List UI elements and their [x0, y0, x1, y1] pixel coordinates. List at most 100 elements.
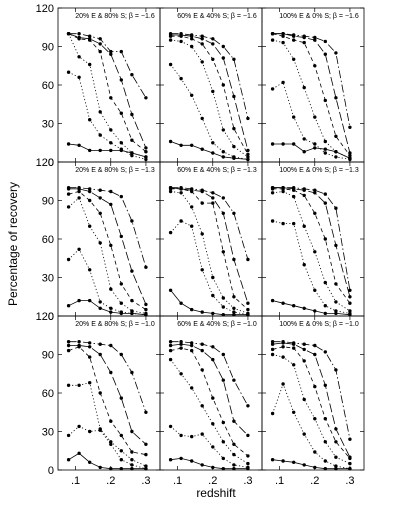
panel-title: 20% E & 80% S; β = −1.0	[75, 321, 155, 328]
data-point	[168, 38, 173, 42]
data-point	[179, 219, 183, 223]
series-line	[170, 35, 249, 155]
data-point	[221, 313, 225, 317]
series-line	[68, 248, 146, 316]
data-point	[348, 125, 352, 129]
data-point	[246, 454, 250, 458]
data-point	[211, 196, 215, 200]
data-point	[313, 191, 317, 195]
data-point	[119, 433, 124, 438]
data-point	[348, 288, 352, 292]
data-point	[221, 420, 225, 425]
data-point	[302, 359, 306, 363]
data-point	[130, 298, 134, 303]
data-point	[246, 433, 250, 438]
series-line	[272, 188, 351, 304]
data-point	[144, 150, 148, 154]
panel-frame	[159, 161, 263, 317]
data-point	[348, 156, 352, 160]
data-point	[281, 142, 285, 146]
series-line	[68, 33, 147, 153]
data-point	[130, 370, 134, 375]
data-point	[334, 455, 338, 459]
series-line	[170, 188, 249, 310]
data-point	[179, 346, 183, 350]
data-point	[334, 96, 338, 100]
data-point	[98, 188, 102, 192]
data-point	[348, 467, 352, 471]
data-point	[130, 311, 134, 316]
series-line	[170, 141, 248, 160]
data-point	[119, 396, 124, 400]
data-point	[66, 433, 71, 438]
data-point	[232, 126, 236, 131]
series-line	[68, 425, 147, 470]
panel-1-1: 60% E & 40% S; β = −1.3	[159, 161, 263, 317]
data-point	[281, 459, 285, 463]
data-point	[334, 309, 338, 313]
y-tick-label: 30	[42, 273, 54, 285]
data-point	[168, 189, 173, 194]
data-point	[270, 347, 275, 352]
data-point	[119, 234, 124, 239]
series-line	[272, 187, 351, 291]
data-point	[302, 187, 306, 191]
data-point	[98, 342, 102, 346]
data-point	[292, 346, 296, 350]
data-point	[211, 311, 215, 316]
series-line	[272, 346, 351, 459]
data-point	[179, 186, 183, 190]
series-line	[272, 143, 351, 159]
panel-0-0: 20% E & 80% S; β = −1.6 0 30 60 90 120	[36, 3, 161, 169]
data-point	[281, 186, 285, 190]
data-point	[313, 288, 317, 292]
data-point	[179, 191, 183, 195]
data-point	[77, 298, 81, 303]
panel-0-2: 100% E & 0% S; β = −1.6	[261, 7, 365, 163]
data-point	[179, 433, 183, 438]
data-point	[281, 221, 285, 226]
data-point	[88, 224, 92, 228]
data-point	[348, 437, 352, 441]
data-point	[88, 341, 92, 345]
data-point	[168, 139, 173, 144]
data-point	[334, 311, 338, 316]
data-point	[292, 460, 296, 464]
data-point	[211, 42, 215, 46]
data-point	[323, 39, 327, 44]
data-point	[109, 52, 113, 56]
data-point	[232, 306, 236, 310]
data-point	[292, 363, 296, 367]
data-point	[232, 378, 236, 382]
data-point	[270, 458, 275, 462]
panel-frame	[57, 161, 161, 317]
data-point	[144, 265, 148, 269]
data-point	[313, 146, 317, 150]
data-point	[98, 211, 102, 215]
y-tick-label: 0	[48, 157, 54, 169]
data-point	[334, 206, 338, 210]
data-point	[313, 250, 317, 254]
data-point	[168, 32, 173, 36]
data-point	[221, 83, 225, 87]
data-point	[281, 34, 285, 38]
series-line	[68, 345, 147, 445]
data-point	[302, 224, 306, 228]
data-point	[66, 304, 71, 308]
panel-title: 100% E & 0% S; β = −1.0	[279, 321, 359, 328]
data-point	[109, 442, 113, 446]
data-point	[334, 150, 338, 154]
data-point	[88, 118, 92, 122]
data-point	[109, 287, 113, 291]
series-line	[272, 354, 351, 464]
data-point	[232, 442, 236, 446]
data-point	[98, 306, 102, 310]
series-line	[272, 459, 350, 470]
panel-0-1: 60% E & 40% S; β = −1.6	[159, 7, 263, 163]
y-tick-label: 30	[42, 119, 54, 131]
data-point	[144, 302, 148, 307]
series-line	[272, 187, 351, 297]
data-point	[292, 38, 296, 42]
data-point	[144, 307, 148, 312]
data-point	[88, 187, 92, 191]
